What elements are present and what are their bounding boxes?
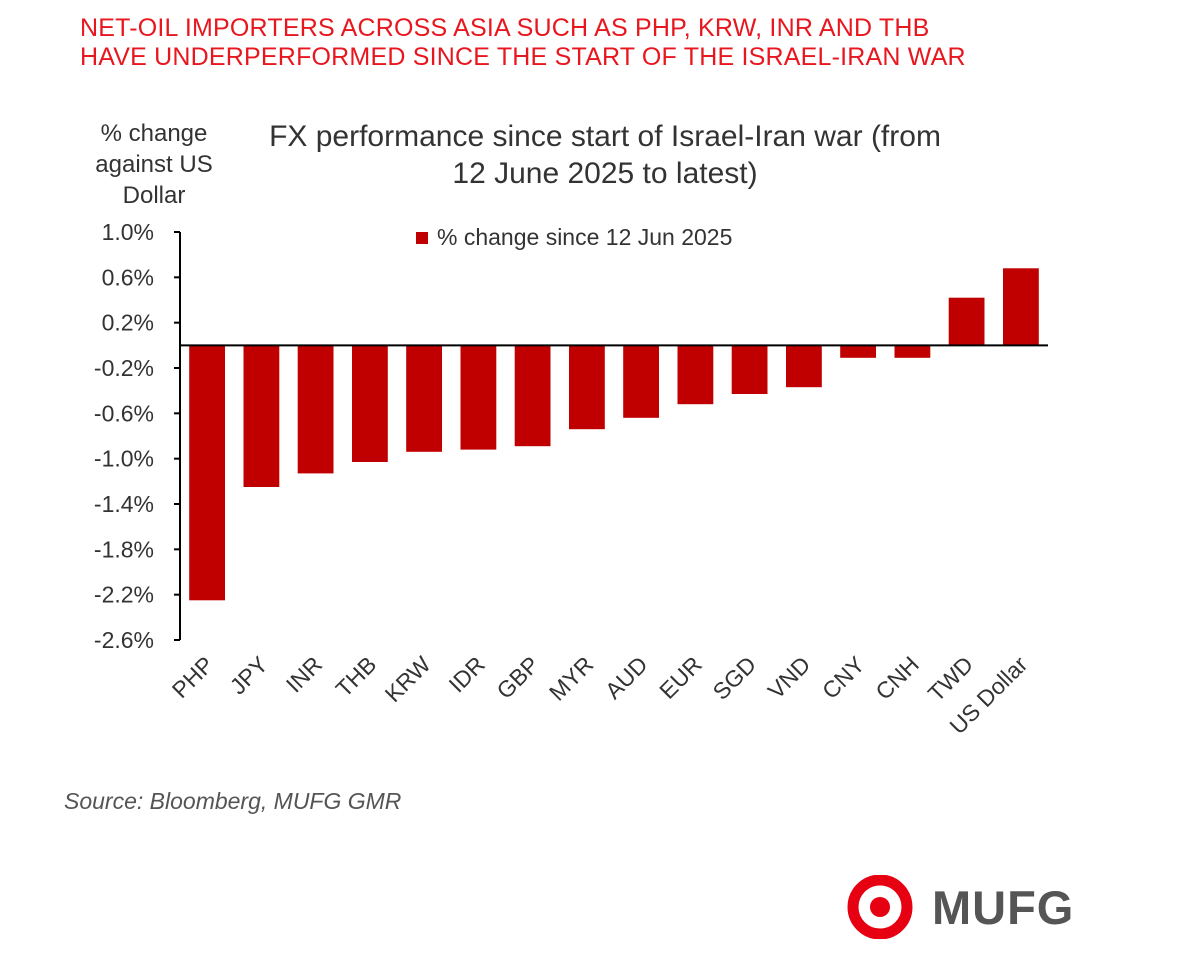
x-tick-label: PHP: [167, 651, 219, 703]
bar-vnd: [786, 345, 822, 388]
mufg-circle-logo-icon: [847, 875, 913, 939]
bar-myr: [569, 345, 605, 430]
y-axis-title-line-2: against US: [95, 151, 213, 178]
headline-line-1: NET-OIL IMPORTERS ACROSS ASIA SUCH AS PH…: [80, 14, 930, 42]
bar-cny: [840, 345, 876, 358]
x-tick-label: AUD: [600, 651, 653, 704]
mufg-logo: MUFG: [840, 875, 1074, 939]
source-note: Source: Bloomberg, MUFG GMR: [64, 788, 402, 814]
y-axis-title: % change against US Dollar: [60, 118, 248, 211]
x-tick-label: IDR: [444, 651, 490, 697]
y-tick-label: -0.2%: [94, 355, 154, 381]
bar-thb: [352, 345, 388, 462]
x-tick-label: EUR: [654, 651, 707, 704]
y-tick-label: 1.0%: [102, 219, 154, 245]
y-tick-label: 0.2%: [102, 310, 154, 336]
headline: NET-OIL IMPORTERS ACROSS ASIA SUCH AS PH…: [80, 14, 1160, 72]
bar-php: [189, 345, 225, 601]
x-tick-label: MYR: [544, 651, 599, 706]
x-tick-label: INR: [281, 651, 327, 697]
x-tick-label: CNY: [817, 651, 870, 704]
bar-gbp: [514, 345, 551, 447]
legend-swatch: [416, 231, 428, 244]
y-tick-label: -1.8%: [94, 536, 154, 562]
x-tick-label: JPY: [225, 651, 273, 699]
x-tick-label: CNH: [870, 651, 924, 705]
y-tick-label: -1.0%: [94, 446, 154, 472]
x-tick-label: GBP: [491, 651, 544, 704]
bar-eur: [677, 345, 714, 405]
x-tick-label: THB: [330, 651, 381, 702]
y-tick-label: -2.2%: [94, 582, 154, 608]
y-axis-title-line-3: Dollar: [122, 182, 186, 209]
bar-cnh: [894, 345, 931, 358]
bar-jpy: [243, 345, 280, 487]
chart-legend: % change since 12 Jun 2025: [416, 224, 732, 251]
y-tick-label: 0.6%: [102, 264, 154, 290]
legend-label: % change since 12 Jun 2025: [437, 224, 733, 250]
y-tick-label: -1.4%: [94, 491, 154, 517]
bar-us-dollar: [1003, 268, 1039, 346]
chart-title: FX performance since start of Israel-Ira…: [200, 118, 1010, 192]
bar-idr: [460, 345, 497, 450]
y-tick-label: -0.6%: [94, 400, 154, 426]
x-tick-label: KRW: [380, 651, 436, 707]
bar-krw: [406, 345, 442, 452]
y-axis-title-line-1: % change: [100, 120, 208, 147]
logo-text: MUFG: [932, 880, 1075, 934]
chart-title-line-1: FX performance since start of Israel-Ira…: [269, 120, 941, 153]
x-tick-label: SGD: [708, 651, 762, 705]
bar-twd: [948, 297, 985, 346]
y-tick-label: -2.6%: [94, 627, 154, 653]
headline-line-2: HAVE UNDERPERFORMED SINCE THE START OF T…: [80, 43, 966, 71]
bar-inr: [297, 345, 334, 474]
bar-sgd: [731, 345, 768, 394]
chart-title-line-2: 12 June 2025 to latest): [452, 157, 758, 190]
bar-aud: [623, 345, 659, 418]
x-tick-label: VND: [763, 651, 816, 704]
